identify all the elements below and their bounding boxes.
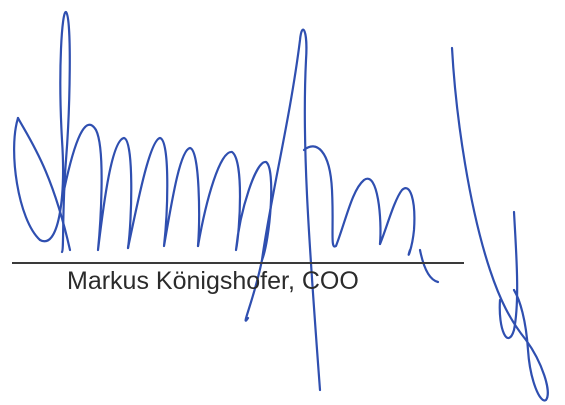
signer-caption: Markus Königshofer, COO bbox=[67, 267, 359, 295]
signature-line bbox=[12, 262, 464, 264]
